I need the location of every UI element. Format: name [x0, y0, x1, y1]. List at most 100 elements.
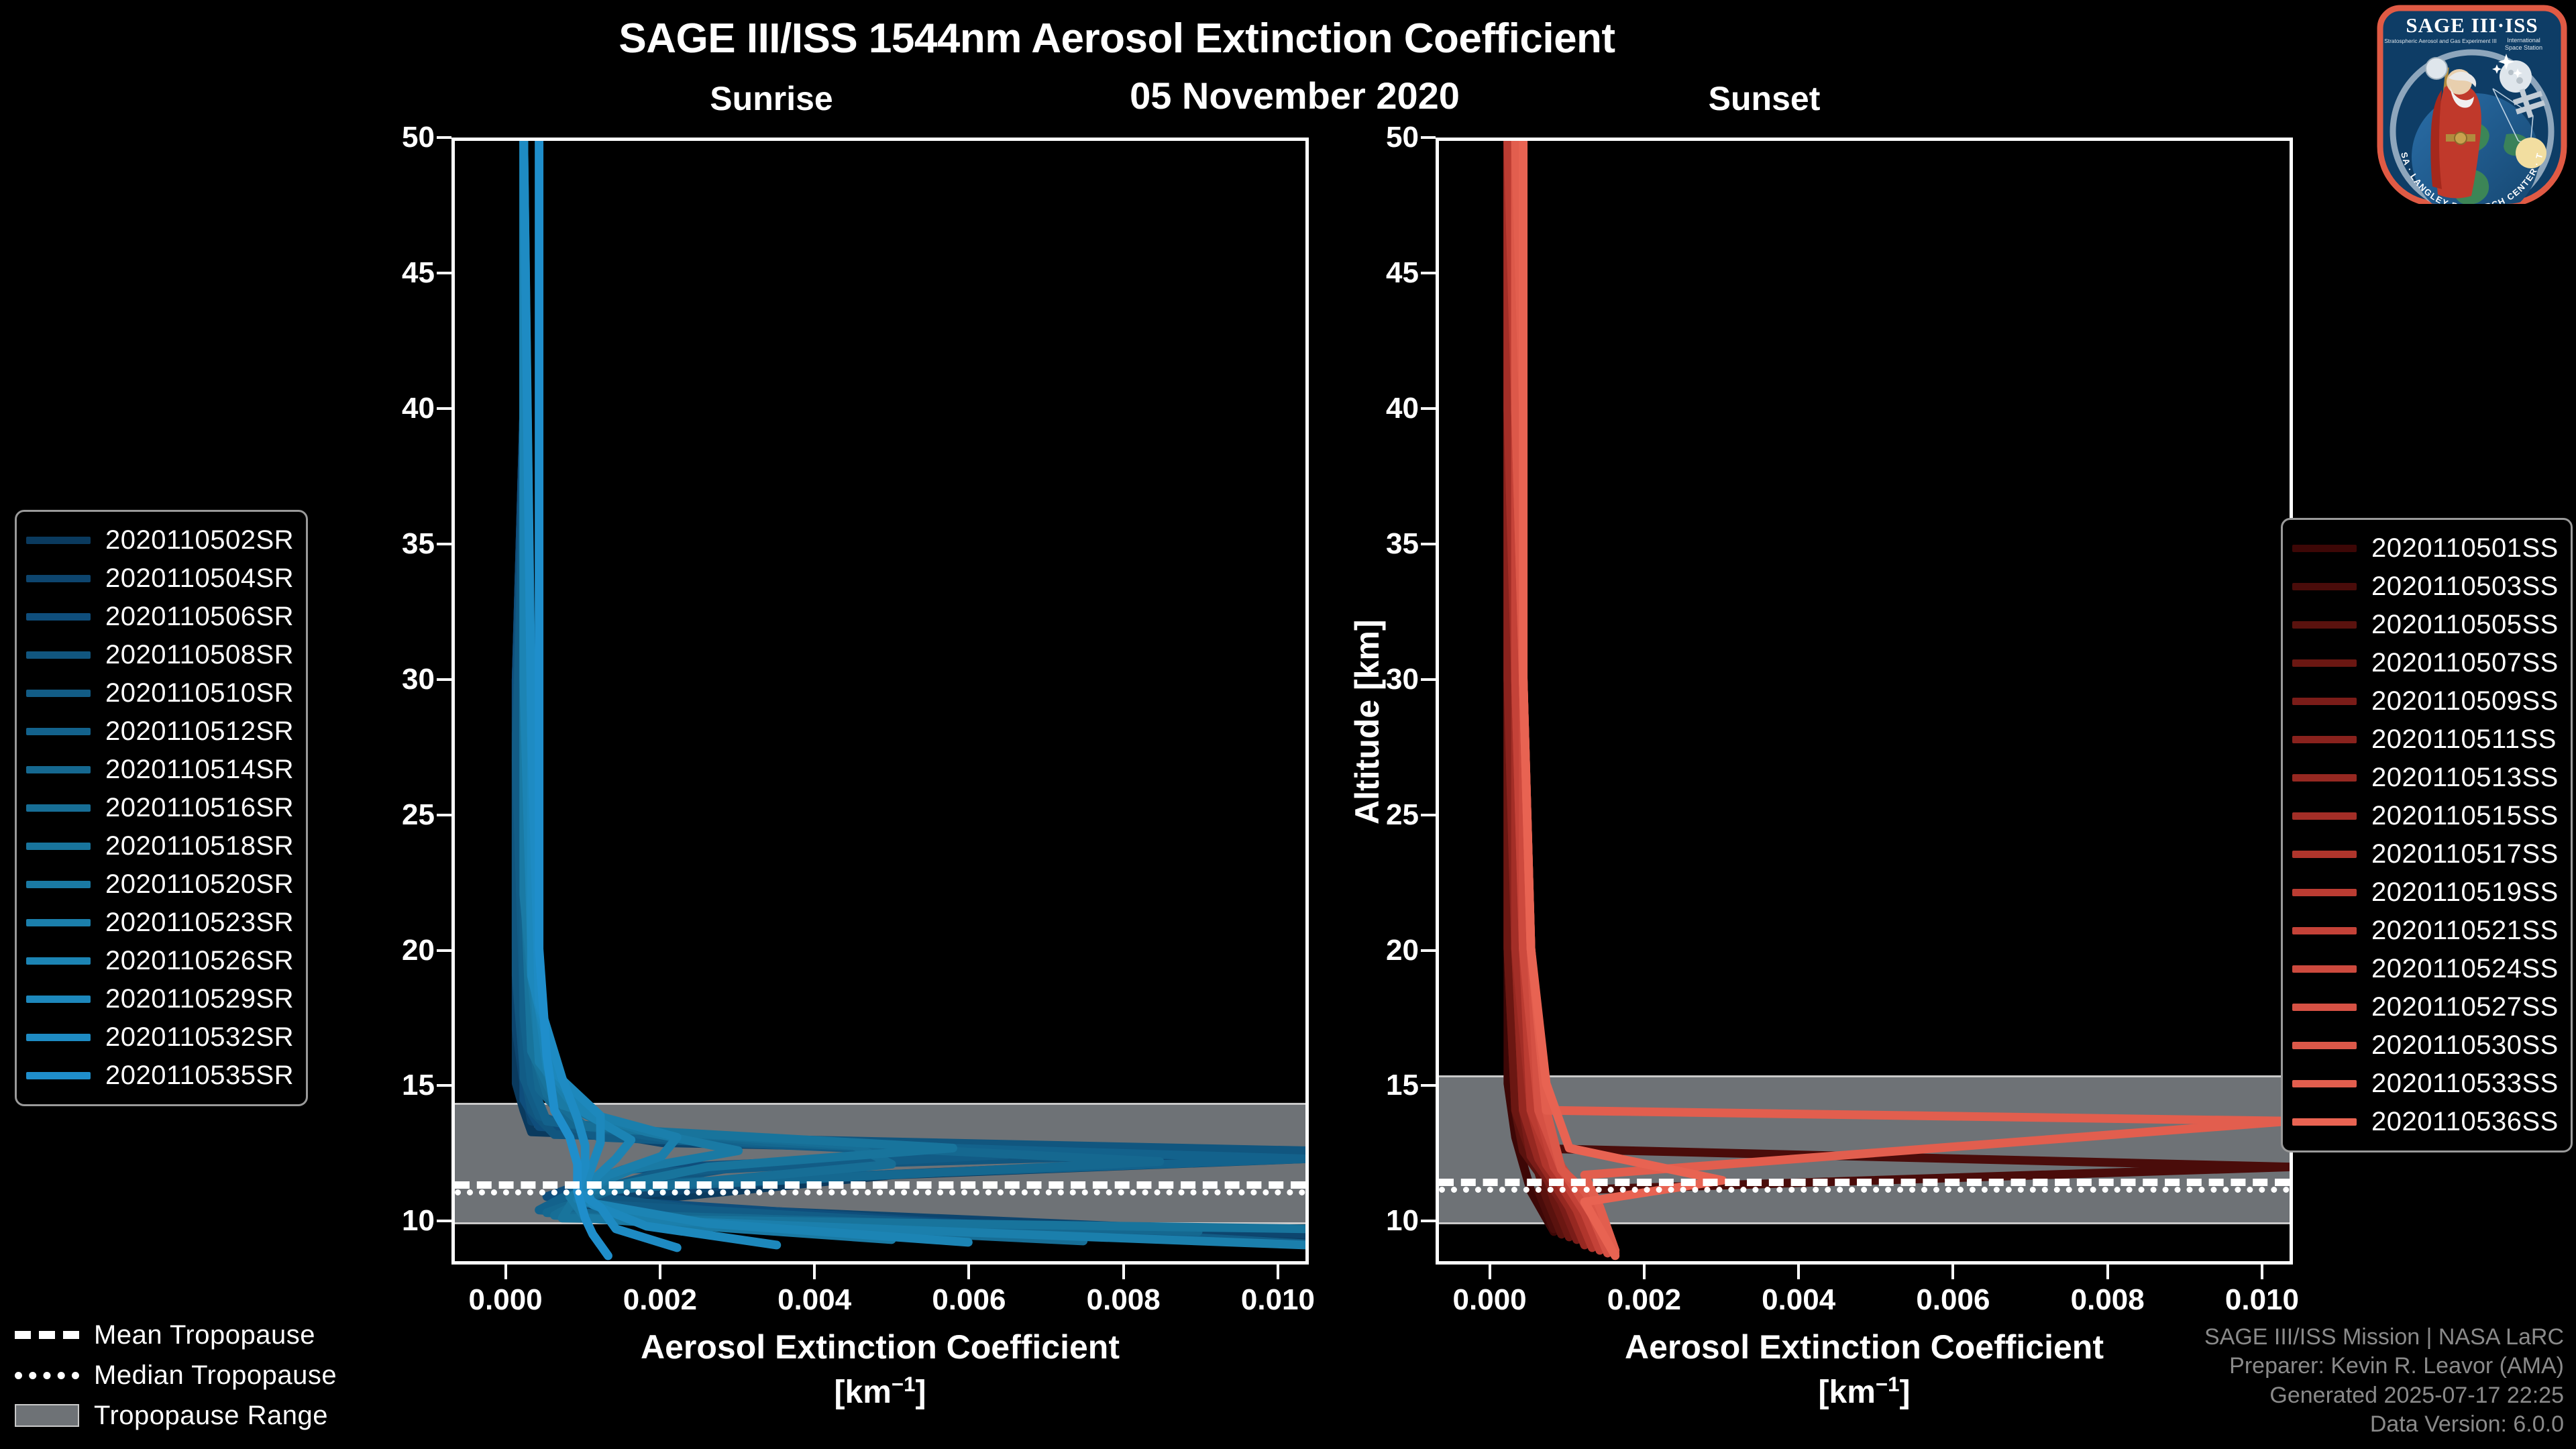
y-axis-tick-label: 30 — [1386, 662, 1419, 696]
legend-item[interactable]: 2020110517SS — [2292, 835, 2559, 873]
legend-item[interactable]: 2020110526SR — [26, 942, 294, 980]
legend-item[interactable]: 2020110510SR — [26, 674, 294, 712]
legend-item[interactable]: 2020110507SS — [2292, 644, 2559, 682]
y-axis-tick-mark — [1421, 1220, 1436, 1223]
y-axis-tick-label: 20 — [1386, 933, 1419, 967]
credit-line: SAGE III/ISS Mission | NASA LaRC — [2204, 1324, 2564, 1350]
profile-line — [511, 141, 1305, 1228]
legend-item-label: 2020110511SS — [2371, 724, 2557, 754]
y-axis-tick-label: 10 — [402, 1204, 435, 1238]
legend-color-swatch — [2292, 1004, 2357, 1011]
legend-item-label: 2020110503SS — [2371, 572, 2559, 601]
legend-item[interactable]: 2020110523SR — [26, 904, 294, 942]
legend-color-swatch — [2292, 774, 2357, 782]
legend-color-swatch — [26, 690, 91, 697]
sunset-plot-panel — [1436, 138, 2293, 1265]
y-axis-tick-mark — [1421, 271, 1436, 274]
legend-item-label: 2020110502SR — [105, 525, 294, 555]
profile-line — [519, 141, 1305, 1234]
legend-color-swatch — [26, 996, 91, 1003]
legend-color-swatch — [2292, 736, 2357, 743]
legend-item[interactable]: 2020110515SS — [2292, 797, 2559, 835]
legend-item[interactable]: 2020110520SR — [26, 865, 294, 904]
legend-color-swatch — [2292, 545, 2357, 552]
legend-item[interactable]: 2020110521SS — [2292, 912, 2559, 950]
profile-line — [519, 141, 1305, 1250]
y-axis-tick-label: 50 — [1386, 121, 1419, 154]
legend-item[interactable]: 2020110527SS — [2292, 988, 2559, 1026]
y-axis-tick-mark — [1421, 678, 1436, 681]
legend-item[interactable]: 2020110509SS — [2292, 682, 2559, 720]
legend-color-swatch — [26, 843, 91, 850]
x-axis-tick-label: 0.004 — [777, 1283, 852, 1316]
legend-item[interactable]: 2020110503SS — [2292, 568, 2559, 606]
legend-item[interactable]: 2020110514SR — [26, 751, 294, 789]
profile-line — [519, 141, 1305, 1242]
legend-item[interactable]: 2020110535SR — [26, 1057, 294, 1095]
x-axis-tick-label: 0.004 — [1762, 1283, 1836, 1316]
tropopause-legend-item: Tropopause Range — [15, 1395, 337, 1436]
profile-line — [511, 141, 1305, 1248]
legend-item[interactable]: 2020110504SR — [26, 559, 294, 598]
x-axis-label-text: Aerosol Extinction Coefficient — [1625, 1328, 2104, 1366]
x-axis-label-sunset: Aerosol Extinction Coefficient [km−1] — [1436, 1325, 2293, 1414]
legend-item-label: 2020110510SR — [105, 678, 294, 708]
legend-color-swatch — [2292, 698, 2357, 705]
legend-item[interactable]: 2020110501SS — [2292, 529, 2559, 568]
mean-tropopause-line — [1439, 1178, 2290, 1186]
legend-item[interactable]: 2020110536SS — [2292, 1103, 2559, 1141]
y-axis-tick-label: 15 — [402, 1069, 435, 1102]
x-axis-tick-mark — [1276, 1265, 1279, 1279]
legend-item[interactable]: 2020110529SR — [26, 980, 294, 1018]
credit-line: Preparer: Kevin R. Leavor (AMA) — [2229, 1353, 2564, 1379]
legend-item[interactable]: 2020110516SR — [26, 789, 294, 827]
median-tropopause-line — [455, 1189, 1305, 1195]
x-axis-tick-mark — [1488, 1265, 1491, 1279]
legend-sunrise[interactable]: 2020110502SR 2020110504SR 2020110506SR 2020… — [15, 510, 309, 1106]
legend-item[interactable]: 2020110518SR — [26, 827, 294, 865]
legend-item-label: 2020110521SS — [2371, 916, 2559, 945]
tropopause-legend-item: Mean Tropopause — [15, 1315, 337, 1355]
legend-color-swatch — [26, 1034, 91, 1041]
x-axis-tick-label: 0.008 — [2070, 1283, 2145, 1316]
legend-color-swatch — [26, 613, 91, 621]
y-axis-tick-mark — [437, 407, 451, 410]
tropopause-legend-label: Mean Tropopause — [94, 1320, 315, 1350]
legend-item[interactable]: 2020110511SS — [2292, 720, 2559, 759]
legend-item[interactable]: 2020110519SS — [2292, 873, 2559, 912]
legend-color-swatch — [26, 651, 91, 659]
legend-color-swatch — [26, 537, 91, 544]
y-axis-tick-label: 25 — [1386, 798, 1419, 831]
legend-item[interactable]: 2020110505SS — [2292, 606, 2559, 644]
legend-item-label: 2020110524SS — [2371, 954, 2559, 983]
x-axis-tick-label: 0.000 — [468, 1283, 543, 1316]
profile-line — [1519, 141, 1727, 1260]
y-axis-tick-mark — [437, 271, 451, 274]
legend-item-label: 2020110516SR — [105, 793, 294, 822]
x-axis-tick-label: 0.006 — [932, 1283, 1006, 1316]
y-axis-tick-label: 45 — [402, 256, 435, 289]
x-axis-label-text: Aerosol Extinction Coefficient — [641, 1328, 1120, 1366]
profile-curves — [1503, 141, 2290, 1260]
legend-item[interactable]: 2020110533SS — [2292, 1065, 2559, 1103]
legend-color-swatch — [2292, 889, 2357, 896]
y-axis-tick-label: 10 — [1386, 1204, 1419, 1238]
legend-item[interactable]: 2020110502SR — [26, 521, 294, 559]
y-axis-tick-label: 45 — [1386, 256, 1419, 289]
legend-item-label: 2020110506SR — [105, 602, 294, 631]
legend-item[interactable]: 2020110513SS — [2292, 759, 2559, 797]
legend-item[interactable]: 2020110532SR — [26, 1018, 294, 1057]
tropopause-legend-label: Tropopause Range — [94, 1400, 328, 1430]
y-axis-tick-mark — [1421, 136, 1436, 139]
date-title: 05 November 2020 — [1130, 74, 1460, 117]
x-axis-tick-label: 0.006 — [1916, 1283, 1990, 1316]
legend-item[interactable]: 2020110506SR — [26, 598, 294, 636]
legend-item[interactable]: 2020110530SS — [2292, 1026, 2559, 1065]
legend-color-swatch — [2292, 1080, 2357, 1087]
legend-item[interactable]: 2020110512SR — [26, 712, 294, 751]
legend-item[interactable]: 2020110524SS — [2292, 950, 2559, 988]
legend-sunset[interactable]: 2020110501SS 2020110503SS 2020110505SS 2020… — [2281, 518, 2573, 1152]
svg-text:Stratospheric Aerosol and Gas: Stratospheric Aerosol and Gas Experiment… — [2384, 38, 2497, 44]
profile-line — [1511, 141, 2290, 1255]
legend-item[interactable]: 2020110508SR — [26, 636, 294, 674]
